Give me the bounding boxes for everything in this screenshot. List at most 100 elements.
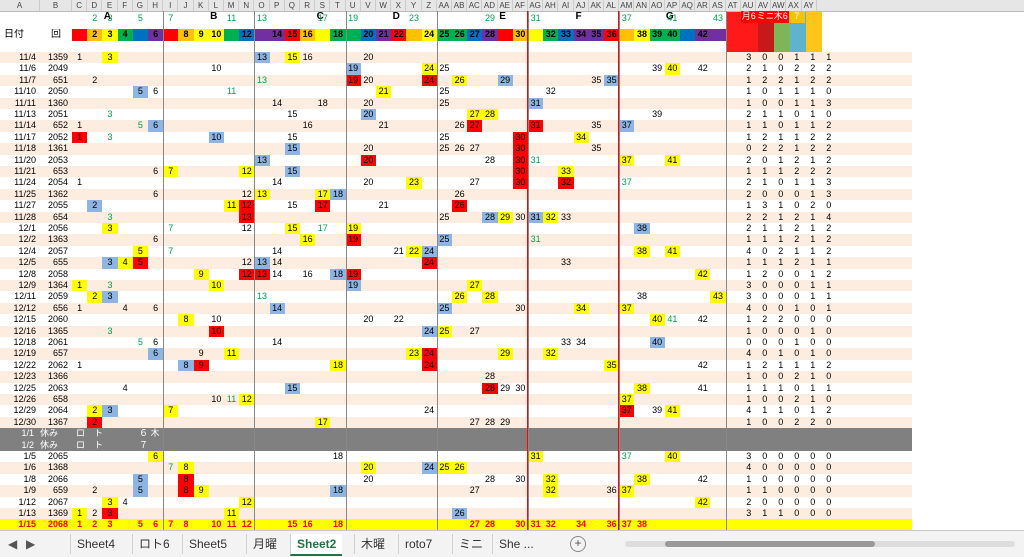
row-date[interactable]: 12/1 [18,223,36,233]
column-header-af[interactable]: AF [513,0,528,11]
table-cell[interactable]: 3 [102,291,118,303]
column-header-ao[interactable]: AO [650,0,665,11]
column-header-b[interactable]: B [40,0,72,11]
row-date[interactable]: 11/7 [19,74,36,85]
table-cell[interactable]: 14 [272,257,283,268]
column-header-ap[interactable]: AP [665,0,680,11]
table-cell[interactable]: 20 [363,177,374,188]
row-date[interactable]: 12/2 [18,234,36,245]
column-header-ax[interactable]: AX [786,0,802,11]
table-cell[interactable]: 28 [484,371,495,382]
summary-cell[interactable]: 30 [515,519,526,530]
table-cell[interactable]: 37 [621,177,632,188]
tab-6[interactable]: ロト6 [132,534,176,554]
table-cell[interactable]: 10 [208,325,224,337]
table-cell[interactable]: 4 [122,302,128,313]
summary-cell[interactable]: 15 [287,519,298,530]
table-cell[interactable]: 1 [77,359,83,370]
table-cell[interactable]: 25 [436,325,452,337]
summary-cell[interactable]: 27 [469,519,480,530]
table-cell[interactable]: 25 [439,97,450,108]
table-cell[interactable]: 27 [467,109,483,121]
table-cell[interactable]: 29 [497,348,513,360]
table-cell[interactable]: 13 [256,74,267,85]
row-round[interactable]: 2062 [47,359,68,370]
table-cell[interactable]: 18 [330,359,346,372]
table-cell[interactable]: 2 [92,74,98,85]
column-header-m[interactable]: M [224,0,240,11]
summary-cell[interactable]: 28 [484,519,495,530]
column-header-ae[interactable]: AE [498,0,513,11]
table-cell[interactable]: 20 [360,109,376,121]
table-cell[interactable]: 28 [484,154,495,165]
table-cell[interactable]: 19 [345,223,361,235]
table-cell[interactable]: 31 [530,234,541,245]
column-header-ak[interactable]: AK [589,0,604,11]
row-date[interactable]: 1/13 [18,508,36,518]
row-date[interactable]: 11/20 [14,154,36,165]
table-cell[interactable]: 17 [315,416,331,429]
table-cell[interactable]: 5 [132,485,148,497]
row-date[interactable]: 1/12 [18,496,36,507]
summary-round[interactable]: 2068 [47,519,68,530]
table-cell[interactable]: 32 [543,348,559,360]
column-header-aj[interactable]: AJ [574,0,589,11]
table-cell[interactable]: 40 [649,337,665,349]
table-cell[interactable]: 34 [573,302,589,315]
tab-[interactable]: 月曜 [246,534,283,554]
table-cell[interactable]: 33 [558,166,574,178]
column-header-n[interactable]: N [239,0,255,11]
table-cell[interactable]: 10 [211,63,222,74]
table-cell[interactable]: 12 [239,496,255,508]
table-cell[interactable]: 29 [500,382,511,393]
table-cell[interactable]: 19 [345,74,361,87]
table-cell[interactable]: 11 [226,394,237,404]
table-cell[interactable]: 35 [591,143,602,154]
table-cell[interactable]: 35 [591,120,602,131]
table-cell[interactable]: 21 [393,245,404,256]
column-header-x[interactable]: X [391,0,407,11]
table-cell[interactable]: 19 [345,234,361,246]
table-cell[interactable]: 24 [421,245,437,258]
table-cell[interactable]: 18 [330,268,346,280]
column-header-av[interactable]: AV [756,0,772,11]
summary-cell[interactable]: 1 [77,519,83,530]
table-cell[interactable]: 32 [543,211,559,223]
table-cell[interactable]: 26 [452,291,468,303]
table-cell[interactable]: 12 [239,166,255,178]
table-cell[interactable]: 29 [497,74,513,87]
table-cell[interactable]: 42 [695,496,711,508]
column-header-ai[interactable]: AI [558,0,574,11]
table-cell[interactable]: 13 [254,154,270,166]
column-header-ad[interactable]: AD [482,0,498,11]
summary-cell[interactable]: 6 [153,519,159,530]
table-cell[interactable]: 24 [421,462,437,474]
column-header-ab[interactable]: AB [452,0,468,11]
table-cell[interactable]: 27 [469,416,480,427]
row-round[interactable]: 2055 [47,200,68,211]
column-header-ay[interactable]: AY [802,0,817,11]
table-cell[interactable]: 1 [72,508,88,520]
column-header-am[interactable]: AM [619,0,635,11]
table-cell[interactable]: 33 [560,211,571,222]
table-cell[interactable]: 5 [132,86,148,98]
table-cell[interactable]: 6 [153,234,159,245]
table-cell[interactable]: 10 [211,314,222,325]
table-cell[interactable]: 18 [332,451,343,461]
row-date[interactable]: 11/10 [14,86,36,97]
row-round[interactable]: 2064 [47,405,68,416]
table-cell[interactable]: 15 [284,223,300,235]
table-cell[interactable]: 42 [695,268,711,280]
table-cell[interactable]: 39 [652,109,663,119]
table-cell[interactable]: 42 [697,63,708,74]
table-cell[interactable]: 41 [667,314,678,325]
table-cell[interactable]: 6 [153,86,159,97]
table-cell[interactable]: 24 [421,74,437,87]
row-date[interactable]: 11/27 [14,200,36,211]
table-cell[interactable]: 28 [482,109,498,121]
table-cell[interactable]: 3 [107,280,113,290]
row-date[interactable]: 11/18 [14,143,36,154]
table-cell[interactable]: 10 [211,394,222,404]
table-cell[interactable]: 30 [512,131,528,144]
row-date[interactable]: 12/8 [18,268,36,279]
